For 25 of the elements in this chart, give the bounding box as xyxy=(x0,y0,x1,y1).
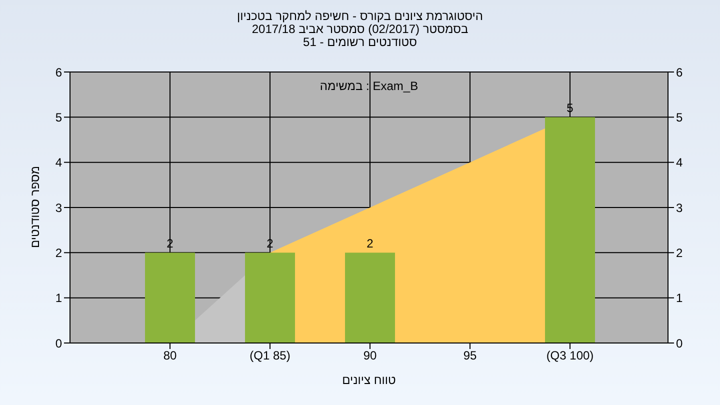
y-tick-label: 0 xyxy=(55,336,62,350)
annotation: Exam_B : במשימה xyxy=(318,79,420,93)
x-tick-label: (Q1 85) xyxy=(250,348,290,363)
y2-tick-label: 4 xyxy=(676,156,683,170)
y2-tick-label: 0 xyxy=(676,336,683,350)
y2-tick-label: 3 xyxy=(676,200,683,215)
y2-tick-label: 2 xyxy=(676,246,683,260)
data-label: 2 xyxy=(366,236,374,251)
x-tick-label: 95 xyxy=(463,348,477,363)
x-tick-label: 80 xyxy=(163,348,177,363)
y-tick-label: 6 xyxy=(55,65,62,80)
y-tick-label: 1 xyxy=(55,291,62,306)
x-tick-label: (Q3 100) xyxy=(546,348,594,363)
y-tick-label: 4 xyxy=(55,156,62,170)
y2-tick-label: 6 xyxy=(676,65,683,80)
y2-tick-label: 5 xyxy=(676,110,683,124)
y-tick-label: 5 xyxy=(55,110,62,124)
y-tick-label: 3 xyxy=(55,200,62,215)
y-tick-label: 2 xyxy=(55,246,62,260)
x-tick-label: 90 xyxy=(363,348,377,363)
chart-title: היסטוגרמת ציונים בקורס - חשיפה למחקר בטכניון xyxy=(236,9,484,23)
y-axis-title: מספר סטודנטים xyxy=(28,166,42,248)
chart-subtitle: בסמסטר (02/2017) סמסטר אביב 2017/18 סטודנטים רשומים - 51 xyxy=(252,22,470,49)
x-axis-title: טווח ציונים xyxy=(341,373,397,387)
y2-tick-label: 1 xyxy=(676,291,683,306)
